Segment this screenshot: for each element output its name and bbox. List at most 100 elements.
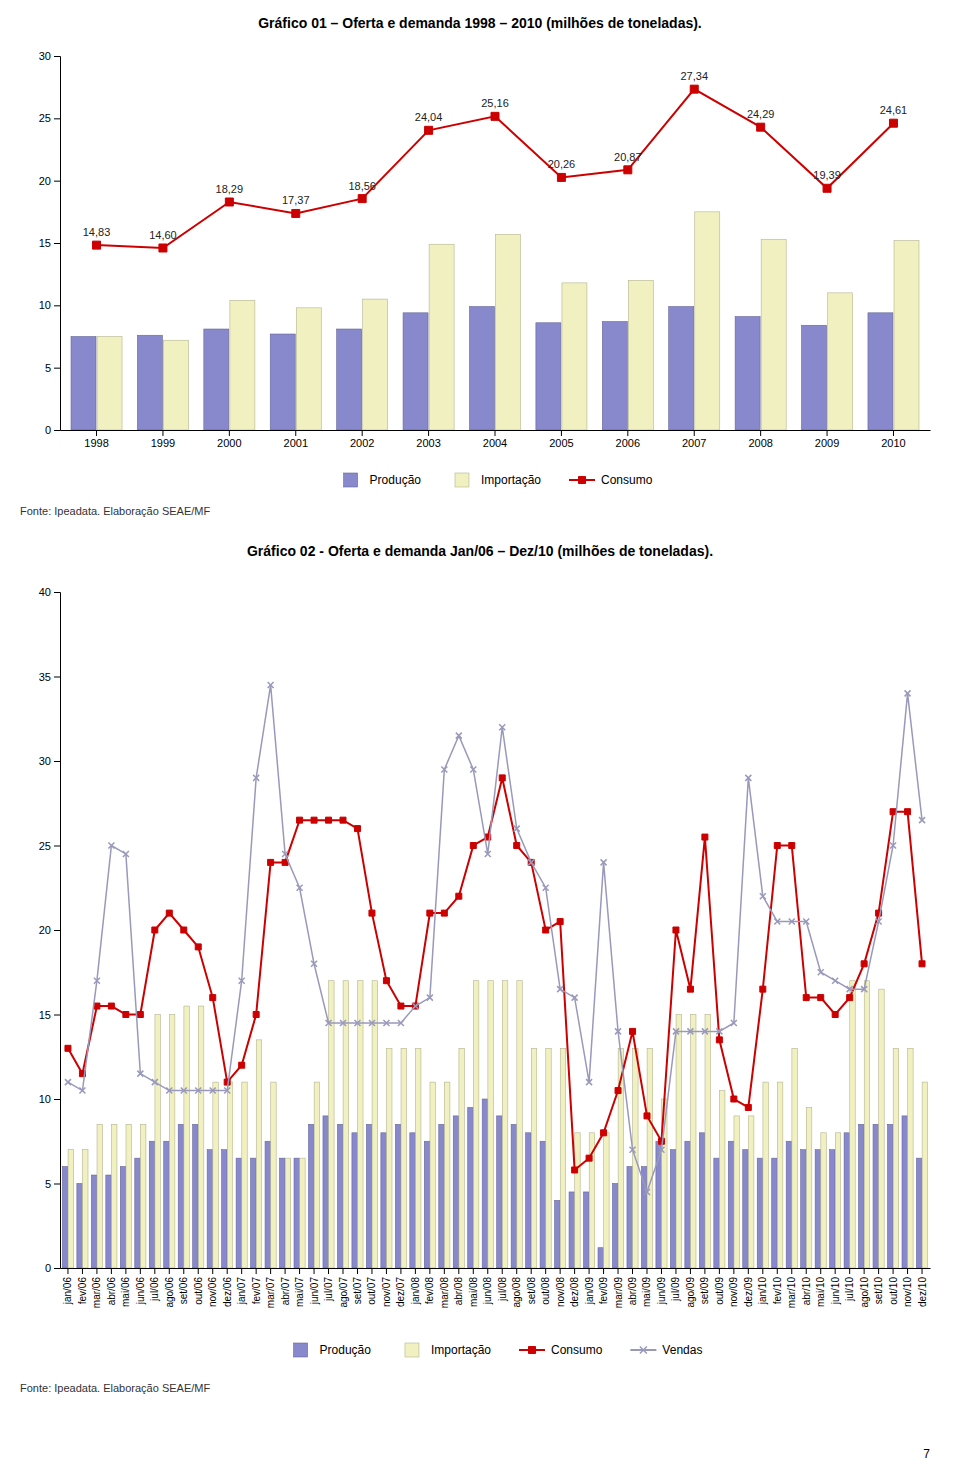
tick-mark bbox=[54, 118, 60, 119]
tick-label: abr/10 bbox=[801, 1277, 812, 1306]
tick: 30 bbox=[39, 50, 60, 62]
tick-mark bbox=[502, 1268, 503, 1274]
tick-label: 30 bbox=[39, 50, 51, 62]
marker bbox=[702, 1028, 708, 1034]
bar bbox=[888, 1124, 893, 1268]
bar bbox=[163, 340, 188, 430]
tick-label: 25 bbox=[39, 840, 51, 852]
tick-mark bbox=[54, 243, 60, 244]
tick-label: 2010 bbox=[881, 437, 905, 449]
marker bbox=[687, 986, 693, 992]
tick-label: set/06 bbox=[178, 1277, 189, 1305]
tick-mark bbox=[661, 1268, 662, 1274]
tick-label: 1998 bbox=[84, 437, 108, 449]
tick: jul/10 bbox=[844, 1268, 855, 1302]
tick-label: jul/09 bbox=[670, 1277, 681, 1302]
legend-marker bbox=[579, 477, 586, 484]
bar bbox=[337, 1124, 342, 1268]
tick-label: 1999 bbox=[151, 437, 175, 449]
tick-mark bbox=[54, 1184, 60, 1185]
tick: 30 bbox=[39, 755, 60, 767]
tick-mark bbox=[270, 1268, 271, 1274]
tick-label: ago/08 bbox=[511, 1277, 522, 1308]
tick: 2008 bbox=[748, 430, 772, 449]
marker bbox=[297, 817, 303, 823]
tick-label: jul/10 bbox=[844, 1277, 855, 1302]
bar bbox=[429, 244, 454, 430]
bar bbox=[256, 1040, 261, 1268]
tick: abr/06 bbox=[106, 1268, 117, 1305]
bar bbox=[792, 1048, 797, 1268]
data-label: 27,34 bbox=[680, 70, 708, 82]
marker bbox=[441, 910, 447, 916]
y-axis: 0510152025303540 bbox=[39, 586, 61, 1274]
marker bbox=[383, 1020, 389, 1026]
tick-label: nov/07 bbox=[381, 1277, 392, 1307]
bar bbox=[149, 1141, 154, 1268]
bar bbox=[540, 1141, 545, 1268]
tick-label: jan/09 bbox=[584, 1277, 595, 1306]
tick: 2002 bbox=[350, 430, 374, 449]
chart: Gráfico 01 – Oferta e demanda 1998 – 201… bbox=[20, 15, 931, 517]
tick-mark bbox=[54, 592, 60, 593]
tick-label: 2003 bbox=[416, 437, 440, 449]
marker bbox=[572, 1167, 578, 1173]
marker bbox=[470, 766, 476, 772]
bar bbox=[627, 1167, 632, 1268]
tick-label: mai/06 bbox=[120, 1277, 131, 1307]
legend-item: Importação bbox=[455, 473, 541, 487]
marker bbox=[456, 733, 462, 739]
tick-mark bbox=[428, 430, 429, 436]
bar bbox=[893, 1048, 898, 1268]
bar bbox=[511, 1124, 516, 1268]
bar bbox=[97, 337, 122, 431]
tick: ago/10 bbox=[859, 1268, 870, 1308]
chart: Gráfico 02 - Oferta e demanda Jan/06 – D… bbox=[20, 543, 931, 1394]
bar bbox=[828, 293, 853, 430]
tick: jun/09 bbox=[656, 1268, 667, 1305]
tick-label: dez/09 bbox=[743, 1277, 754, 1307]
marker bbox=[847, 995, 853, 1001]
bar bbox=[251, 1158, 256, 1268]
legend-swatch bbox=[405, 1343, 419, 1357]
bar bbox=[68, 1150, 73, 1268]
bar bbox=[444, 1082, 449, 1268]
tick: 10 bbox=[39, 299, 60, 311]
bar bbox=[271, 1082, 276, 1268]
tick: dez/07 bbox=[395, 1268, 406, 1307]
bar bbox=[705, 1015, 710, 1269]
bar bbox=[612, 1184, 617, 1269]
bar bbox=[140, 1124, 145, 1268]
bar bbox=[908, 1048, 913, 1268]
tick-label: dez/06 bbox=[222, 1277, 233, 1307]
bar bbox=[126, 1124, 131, 1268]
tick-mark bbox=[487, 1268, 488, 1274]
bar bbox=[531, 1048, 536, 1268]
tick-mark bbox=[646, 1268, 647, 1274]
bar bbox=[204, 329, 229, 430]
tick-mark bbox=[603, 1268, 604, 1274]
tick-label: mai/08 bbox=[468, 1277, 479, 1307]
tick-mark bbox=[54, 1099, 60, 1100]
tick: 25 bbox=[39, 840, 60, 852]
tick: mar/08 bbox=[439, 1268, 450, 1308]
marker bbox=[94, 1003, 100, 1009]
tick-mark bbox=[82, 1268, 83, 1274]
marker bbox=[491, 112, 499, 120]
bar bbox=[184, 1006, 189, 1268]
marker bbox=[340, 817, 346, 823]
marker bbox=[823, 184, 831, 192]
tick-mark bbox=[162, 430, 163, 436]
marker bbox=[369, 1020, 375, 1026]
bar bbox=[91, 1175, 96, 1268]
tick-label: ago/06 bbox=[164, 1277, 175, 1308]
marker bbox=[297, 885, 303, 891]
tick-label: out/06 bbox=[193, 1277, 204, 1305]
tick: mai/06 bbox=[120, 1268, 131, 1307]
marker bbox=[757, 123, 765, 131]
tick-mark bbox=[54, 430, 60, 431]
tick: jul/09 bbox=[670, 1268, 681, 1302]
tick: set/09 bbox=[699, 1268, 710, 1304]
marker bbox=[890, 809, 896, 815]
legend-item: Consumo bbox=[569, 473, 653, 487]
